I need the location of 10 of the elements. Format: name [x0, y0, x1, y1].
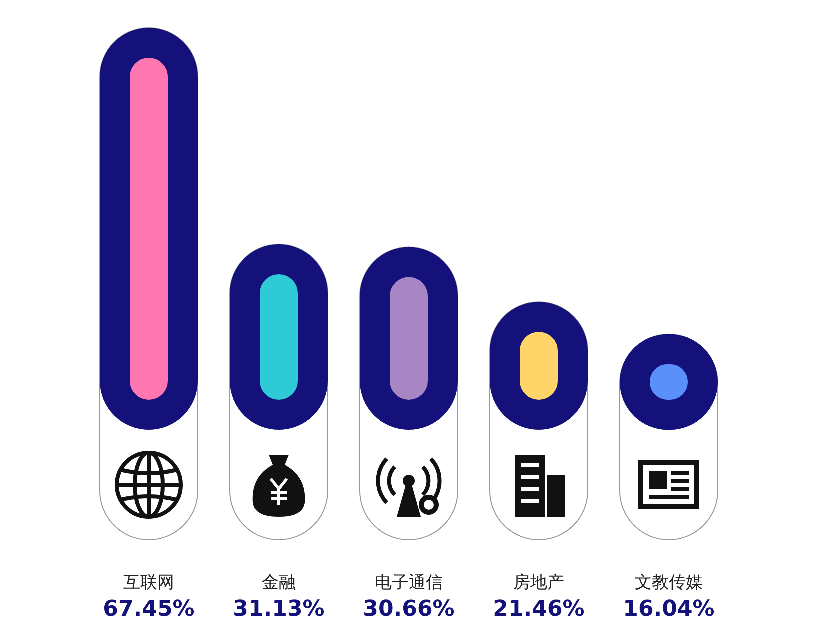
data-label: 30.66% — [363, 597, 455, 622]
data-label: 31.13% — [233, 597, 325, 622]
x-tick-label: 金融 — [262, 573, 296, 593]
data-label: 16.04% — [623, 597, 715, 622]
x-tick-label: 房地产 — [514, 573, 564, 593]
data-label: 21.46% — [493, 597, 585, 622]
x-tick-label: 文教传媒 — [635, 573, 703, 593]
data-label: 67.45% — [103, 597, 195, 622]
x-tick-label: 互联网 — [124, 573, 174, 593]
x-tick-label: 电子通信 — [375, 573, 443, 593]
